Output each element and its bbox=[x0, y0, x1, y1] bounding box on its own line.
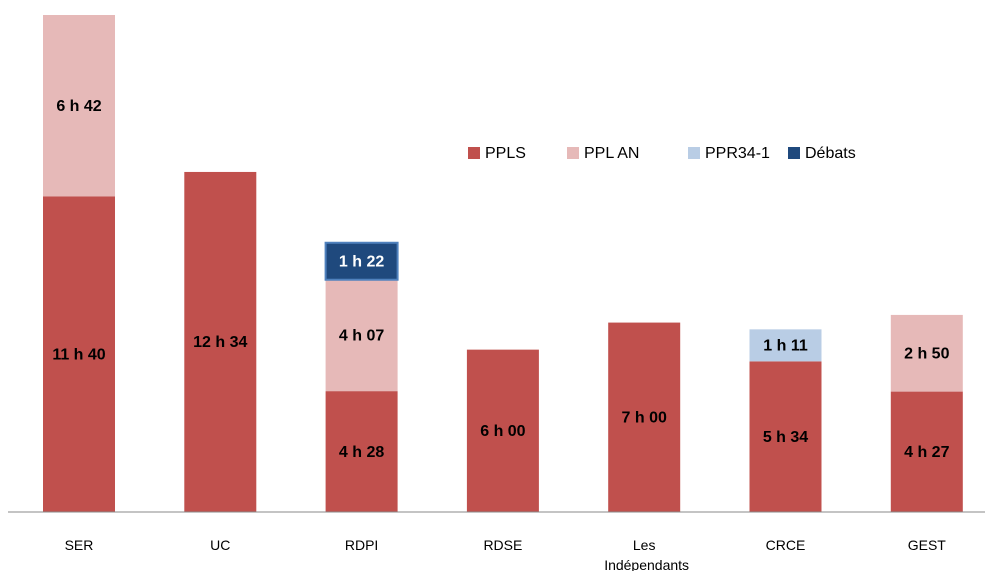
bar-segment bbox=[608, 322, 681, 512]
legend-swatch bbox=[567, 147, 579, 159]
x-tick-label: RDPI bbox=[344, 537, 379, 553]
legend-swatch bbox=[468, 147, 480, 159]
data-label: 5 h 34 bbox=[763, 429, 808, 446]
bar-segment bbox=[890, 314, 963, 392]
bar-segment bbox=[324, 241, 399, 281]
legend-label: PPL AN bbox=[584, 145, 639, 162]
data-label: 6 h 00 bbox=[480, 423, 525, 440]
bar-segment bbox=[749, 329, 822, 362]
x-tick-label: SER bbox=[64, 537, 94, 553]
bar-segment bbox=[325, 391, 398, 512]
legend-label: PPR34-1 bbox=[705, 145, 770, 162]
data-label: 1 h 11 bbox=[763, 338, 808, 355]
bar-segment bbox=[43, 15, 115, 197]
legend-swatch bbox=[688, 147, 700, 159]
bar-segment bbox=[890, 391, 963, 512]
x-tick-label: Les Indépendants bbox=[604, 537, 690, 571]
data-label: 2 h 50 bbox=[904, 345, 949, 362]
bar-segment bbox=[466, 349, 539, 512]
x-tick-label: RDSE bbox=[483, 537, 523, 553]
bar-segment bbox=[184, 171, 257, 512]
x-tick-label: CRCE bbox=[765, 537, 806, 553]
data-label: 4 h 07 bbox=[339, 328, 384, 345]
bar-segment bbox=[325, 279, 398, 392]
data-label: 6 h 42 bbox=[56, 98, 101, 115]
x-tick-label: GEST bbox=[907, 537, 946, 553]
data-label: 4 h 27 bbox=[904, 444, 949, 461]
legend-label: PPLS bbox=[485, 145, 526, 162]
legend-label: Débats bbox=[805, 145, 856, 162]
data-label: 4 h 28 bbox=[339, 444, 384, 461]
legend-swatch bbox=[788, 147, 800, 159]
data-label: 1 h 22 bbox=[339, 253, 384, 270]
bar-segment bbox=[749, 361, 822, 512]
data-label: 12 h 34 bbox=[193, 334, 247, 351]
bar-segment bbox=[43, 196, 115, 512]
data-label: 7 h 00 bbox=[622, 410, 667, 427]
data-label: 11 h 40 bbox=[52, 346, 105, 363]
x-tick-label: UC bbox=[210, 537, 231, 553]
